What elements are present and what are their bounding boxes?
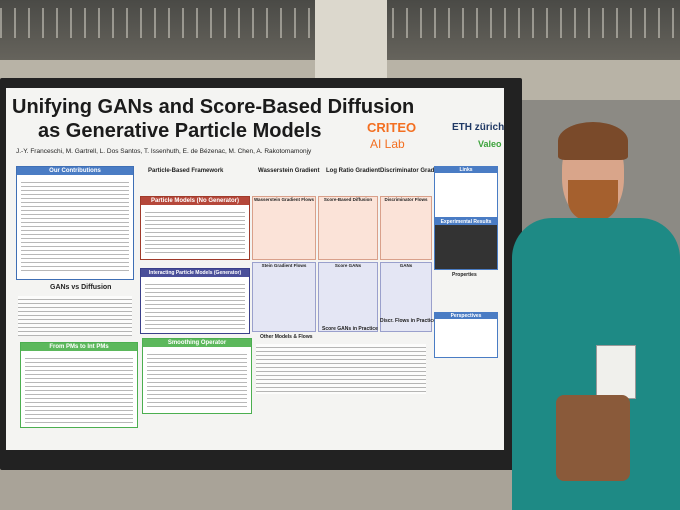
section-header: Properties xyxy=(452,272,477,278)
grid-header: Wasserstein Gradient xyxy=(258,168,320,174)
body-text xyxy=(25,355,133,423)
cell: Wasserstein Gradient Flows xyxy=(252,196,316,260)
body-text xyxy=(145,281,245,329)
section-header: Perspectives xyxy=(435,313,497,319)
person-hair xyxy=(558,122,628,160)
section-header: Other Models & Flows xyxy=(260,334,313,340)
cell: GANs xyxy=(380,262,432,332)
body-text xyxy=(147,351,247,409)
grid-header: Discriminator Gradient xyxy=(380,168,446,174)
cell: Score GANs xyxy=(318,262,378,332)
poster-title: Unifying GANs and Score-Based Diffusion xyxy=(12,96,415,118)
logo: ETH zürich xyxy=(452,122,505,133)
row-box: Particle Models (No Generator) xyxy=(140,196,250,260)
logo: AI Lab xyxy=(370,137,405,151)
section-box: Perspectives xyxy=(434,312,498,358)
body-text xyxy=(18,296,132,336)
section-box: Smoothing Operator xyxy=(142,338,252,414)
cell: Stein Gradient Flows xyxy=(252,262,316,332)
cell-title: GANs xyxy=(399,263,413,268)
cell-title: Discriminator Flows xyxy=(384,197,428,202)
section-box: Links xyxy=(434,166,498,218)
body-text xyxy=(256,344,426,394)
section-header: Our Contributions xyxy=(17,167,133,175)
section-box: Experimental Results xyxy=(434,218,498,270)
row-label: Particle Models (No Generator) xyxy=(141,197,249,205)
cell: Discriminator Flows xyxy=(380,196,432,260)
badge xyxy=(596,345,636,399)
cell: Score-Based Diffusion xyxy=(318,196,378,260)
section-box: From PMs to Int PMs xyxy=(20,342,138,428)
person-beard xyxy=(568,180,618,222)
grid-header: Particle-Based Framework xyxy=(148,168,224,174)
section-header: Score GANs in Practice xyxy=(322,326,378,332)
row-label: Interacting Particle Models (Generator) xyxy=(141,269,249,277)
section-box: Our Contributions xyxy=(16,166,134,280)
section-header: Discr. Flows in Practice xyxy=(380,318,436,324)
section-header: From PMs to Int PMs xyxy=(21,343,137,351)
section-header: GANs vs Diffusion xyxy=(50,284,112,291)
cell-title: Wasserstein Gradient Flows xyxy=(253,197,315,202)
logo: CRITEO xyxy=(367,120,417,135)
section-header: Links xyxy=(435,167,497,173)
authors: J.-Y. Franceschi, M. Gartrell, L. Dos Sa… xyxy=(16,148,312,155)
grid-header: Log Ratio Gradient xyxy=(326,168,380,174)
poster-title: as Generative Particle Models xyxy=(38,120,322,142)
body-text xyxy=(21,179,129,274)
bag xyxy=(556,395,630,481)
cell-title: Score GANs xyxy=(334,263,362,268)
cell-title: Stein Gradient Flows xyxy=(261,263,307,268)
logo: Valeo xyxy=(478,139,502,149)
section-header: Experimental Results xyxy=(435,219,497,225)
body-text xyxy=(145,209,245,255)
cell-title: Score-Based Diffusion xyxy=(323,197,373,202)
section-header: Smoothing Operator xyxy=(143,339,251,347)
row-box: Interacting Particle Models (Generator) xyxy=(140,268,250,334)
